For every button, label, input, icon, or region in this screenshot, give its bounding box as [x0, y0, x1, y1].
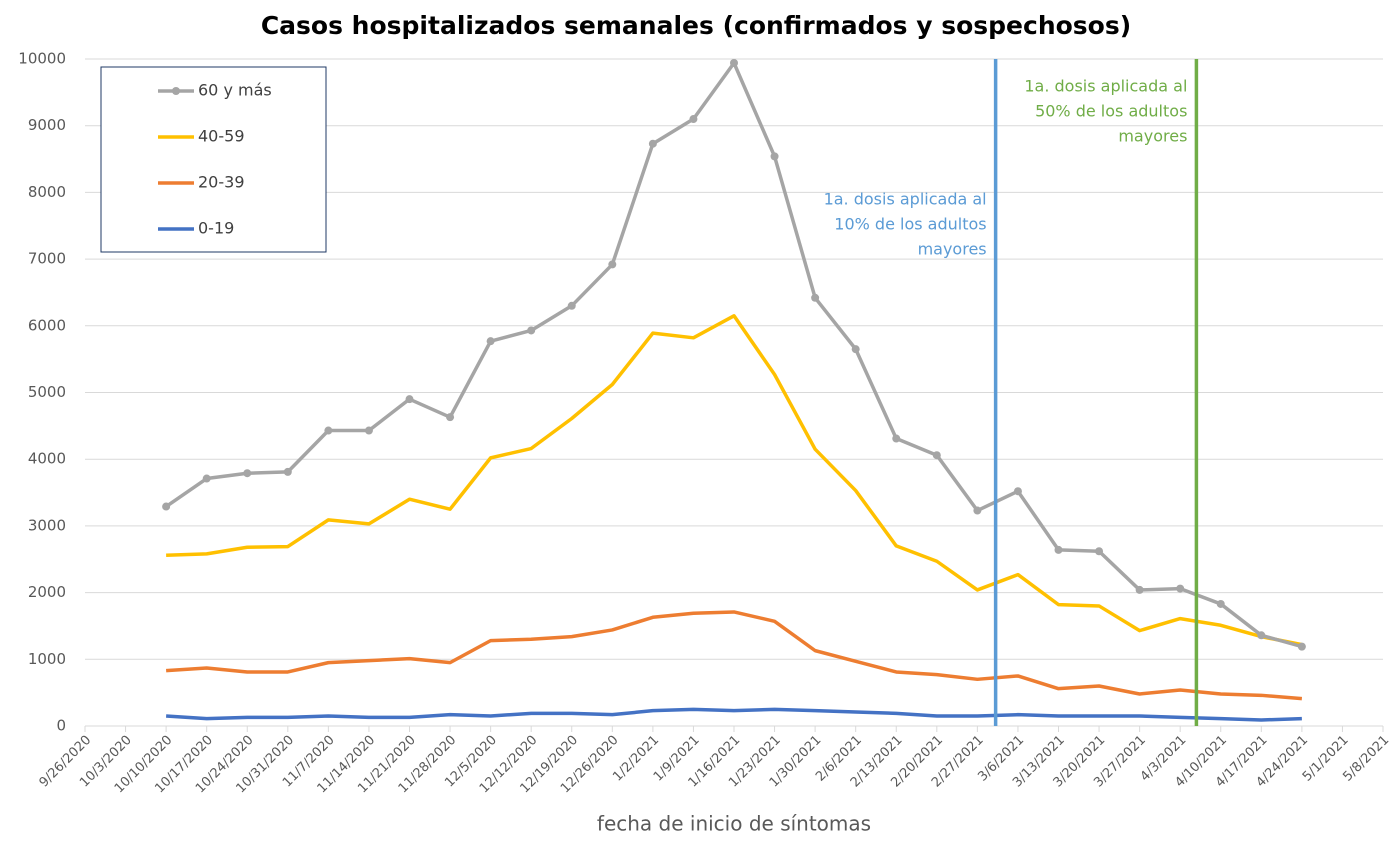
point	[405, 395, 414, 404]
point	[1297, 642, 1306, 651]
series-line	[166, 707, 1302, 722]
point	[446, 413, 455, 422]
annotation: 1a. dosis aplicada al	[1024, 77, 1187, 96]
legend-marker	[172, 87, 180, 95]
legend-label: 0-19	[198, 219, 234, 238]
y-tick-label: 1000	[28, 650, 66, 668]
x-axis-title: fecha de inicio de síntomas	[597, 812, 871, 836]
point	[811, 293, 820, 302]
y-tick-label: 9000	[28, 116, 66, 134]
series-line	[165, 61, 1303, 649]
legend-label: 40-59	[198, 127, 245, 146]
point	[851, 345, 860, 354]
y-tick-label: 7000	[28, 250, 66, 268]
chart-title: Casos hospitalizados semanales (confirma…	[261, 11, 1131, 40]
annotation: mayores	[918, 240, 987, 259]
point	[689, 115, 698, 124]
y-tick-label: 3000	[28, 516, 66, 534]
series-line	[166, 314, 1303, 647]
point	[892, 434, 901, 443]
point	[973, 506, 982, 515]
point	[648, 139, 657, 148]
point	[1013, 487, 1022, 496]
legend-label: 60 y más	[198, 81, 272, 100]
point	[932, 451, 941, 460]
point	[730, 59, 738, 68]
point	[1257, 631, 1266, 640]
y-tick-label: 0	[56, 717, 66, 735]
point	[527, 326, 536, 335]
y-tick-label: 8000	[28, 183, 66, 201]
legend-box	[100, 66, 327, 253]
point	[283, 467, 292, 476]
point	[1135, 585, 1144, 594]
y-tick-label: 2000	[28, 583, 66, 601]
series-line	[166, 610, 1303, 701]
y-tick-label: 6000	[28, 316, 66, 334]
point	[364, 426, 373, 435]
point	[162, 502, 171, 511]
point	[1054, 545, 1063, 554]
y-tick-label: 4000	[28, 450, 66, 468]
point	[486, 337, 495, 346]
point	[608, 260, 617, 269]
point	[1176, 584, 1185, 593]
annotation: 10% de los adultos	[834, 215, 986, 234]
point	[770, 152, 779, 161]
annotation: mayores	[1118, 127, 1187, 146]
point	[243, 469, 252, 478]
y-tick-label: 10000	[18, 50, 66, 68]
point	[1216, 599, 1225, 608]
point	[1095, 547, 1104, 556]
point	[202, 474, 211, 483]
legend-label: 20-39	[198, 173, 245, 192]
annotation: 50% de los adultos	[1035, 102, 1187, 121]
point	[324, 426, 333, 435]
annotation: 1a. dosis aplicada al	[824, 190, 987, 209]
point	[567, 301, 576, 310]
y-tick-label: 5000	[28, 383, 66, 401]
